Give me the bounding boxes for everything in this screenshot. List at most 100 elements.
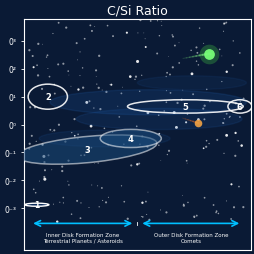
Point [185, 112, 189, 116]
Point [63, 140, 67, 144]
Point [94, 75, 98, 79]
Point [170, 35, 174, 39]
Point [95, 184, 99, 188]
Point [94, 83, 99, 87]
Point [174, 126, 178, 130]
Point [188, 49, 193, 53]
Point [109, 83, 113, 87]
Point [110, 35, 115, 39]
Point [157, 35, 161, 39]
Point [30, 134, 34, 138]
Point [197, 27, 201, 31]
Text: Outer Disk Formation Zone
Comets: Outer Disk Formation Zone Comets [153, 232, 227, 243]
Point [155, 20, 159, 24]
Point [175, 102, 179, 106]
Point [172, 44, 176, 49]
Point [43, 178, 47, 182]
Point [85, 150, 89, 154]
Point [183, 121, 187, 125]
Point [102, 127, 106, 131]
Point [147, 218, 151, 222]
Point [204, 88, 208, 92]
Point [229, 183, 233, 187]
Point [122, 200, 126, 204]
Point [177, 62, 181, 66]
Point [60, 169, 64, 173]
Point [224, 134, 228, 138]
Point [84, 101, 88, 105]
Point [196, 118, 200, 122]
Point [135, 32, 139, 36]
Point [190, 93, 194, 97]
Point [51, 202, 55, 207]
Point [69, 85, 73, 89]
Point [97, 17, 101, 21]
Point [231, 205, 235, 210]
Point [144, 213, 148, 217]
Point [213, 211, 217, 215]
Point [189, 72, 193, 76]
Point [50, 130, 54, 134]
Point [52, 83, 56, 87]
Text: 5: 5 [182, 103, 187, 112]
Point [27, 147, 31, 151]
Point [92, 162, 96, 166]
Point [201, 42, 205, 46]
Point [227, 115, 231, 119]
Point [94, 69, 98, 73]
Point [214, 209, 218, 213]
Point [224, 70, 228, 74]
Point [207, 52, 211, 56]
Point [195, 52, 199, 56]
Point [184, 162, 188, 166]
Title: C/Si Ratio: C/Si Ratio [106, 4, 167, 17]
Point [158, 208, 162, 212]
Point [143, 46, 147, 50]
Point [236, 185, 240, 189]
Point [140, 201, 144, 205]
Point [61, 62, 65, 67]
Point [119, 184, 123, 188]
Point [34, 191, 38, 195]
Point [34, 140, 38, 144]
Point [28, 106, 32, 110]
Point [202, 118, 206, 122]
Point [30, 55, 35, 59]
Point [39, 18, 43, 22]
Point [204, 139, 208, 143]
Point [78, 216, 82, 220]
Point [96, 161, 100, 165]
Point [69, 131, 73, 135]
Point [214, 138, 218, 142]
Point [134, 14, 138, 18]
Point [61, 196, 65, 200]
Point [227, 116, 231, 120]
Point [192, 215, 196, 219]
Point [104, 200, 108, 204]
Point [133, 75, 137, 79]
Point [180, 89, 184, 93]
Circle shape [76, 109, 241, 130]
Point [90, 30, 94, 34]
Text: 1: 1 [34, 200, 39, 209]
Point [139, 74, 143, 78]
Point [81, 86, 85, 90]
Point [74, 42, 78, 46]
Point [237, 52, 241, 56]
Point [125, 217, 129, 221]
Point [237, 100, 241, 104]
Point [208, 53, 212, 57]
Point [164, 211, 168, 215]
Point [201, 147, 205, 151]
Point [135, 60, 139, 64]
Point [43, 169, 47, 173]
Point [87, 100, 91, 104]
Point [45, 54, 49, 58]
Point [46, 154, 50, 158]
Point [56, 63, 60, 67]
Point [72, 134, 76, 138]
Point [46, 67, 50, 71]
Point [56, 22, 60, 26]
Point [124, 31, 129, 36]
Point [159, 24, 163, 28]
